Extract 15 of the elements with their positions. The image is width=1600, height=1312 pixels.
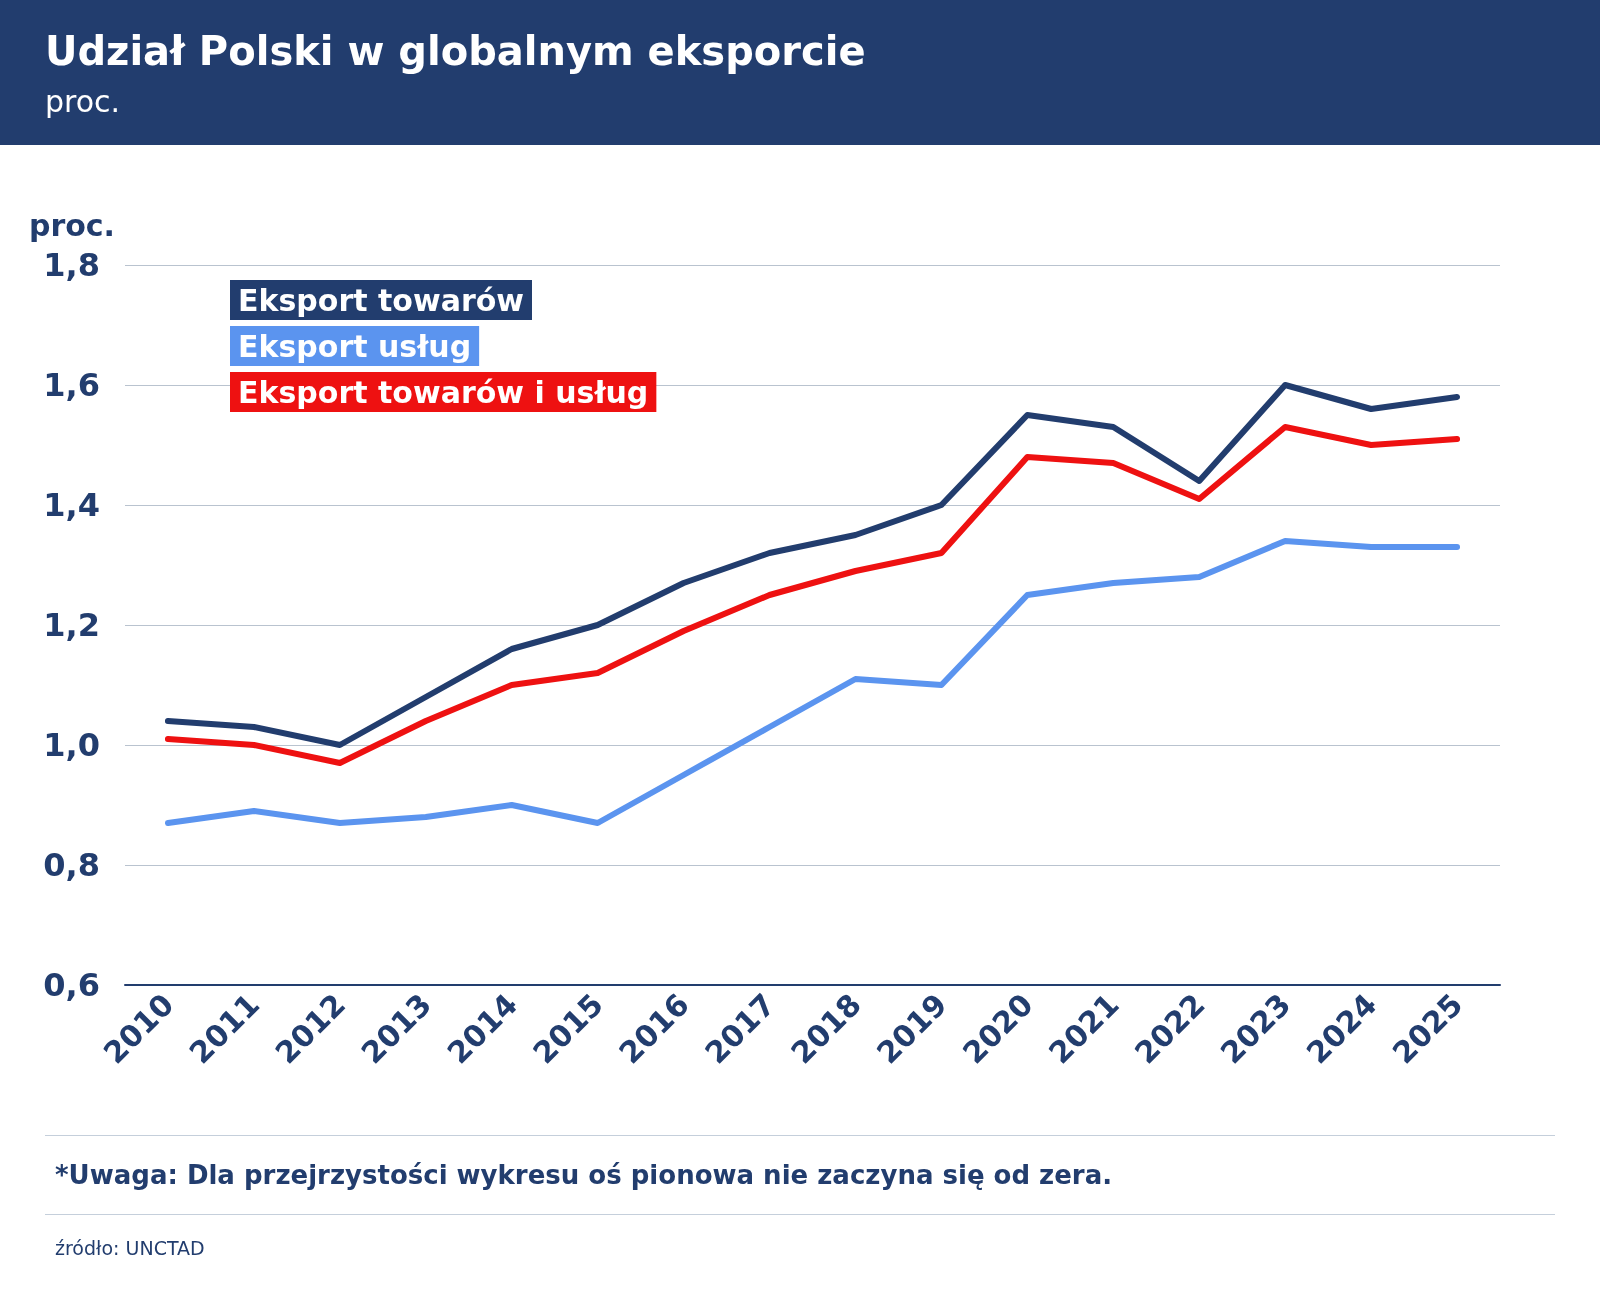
text: Eksport usług (238, 328, 472, 364)
y-axis-title: proc. (28, 207, 115, 243)
text: *Uwaga: Dla przejrzystości wykresu oś pionowa nie zaczyna się od zera. (45, 1135, 1555, 1215)
y-tick-label: 1,6 (43, 366, 100, 404)
text: Eksport towarów (238, 282, 524, 318)
chart-title: Udział Polski w globalnym eksporcie (45, 28, 867, 74)
y-tick-label: 1,0 (43, 726, 100, 764)
y-tick-label: 0,6 (43, 966, 100, 1004)
text: Eksport towarów i usług (238, 374, 649, 410)
y-tick-label: 1,8 (43, 246, 100, 284)
y-tick-label: 0,8 (43, 846, 100, 884)
y-tick-label: 1,2 (43, 606, 100, 644)
text: źródło: UNCTAD (55, 1237, 206, 1259)
chart-subtitle: proc. (45, 84, 122, 119)
y-tick-label: 1,4 (43, 486, 100, 524)
